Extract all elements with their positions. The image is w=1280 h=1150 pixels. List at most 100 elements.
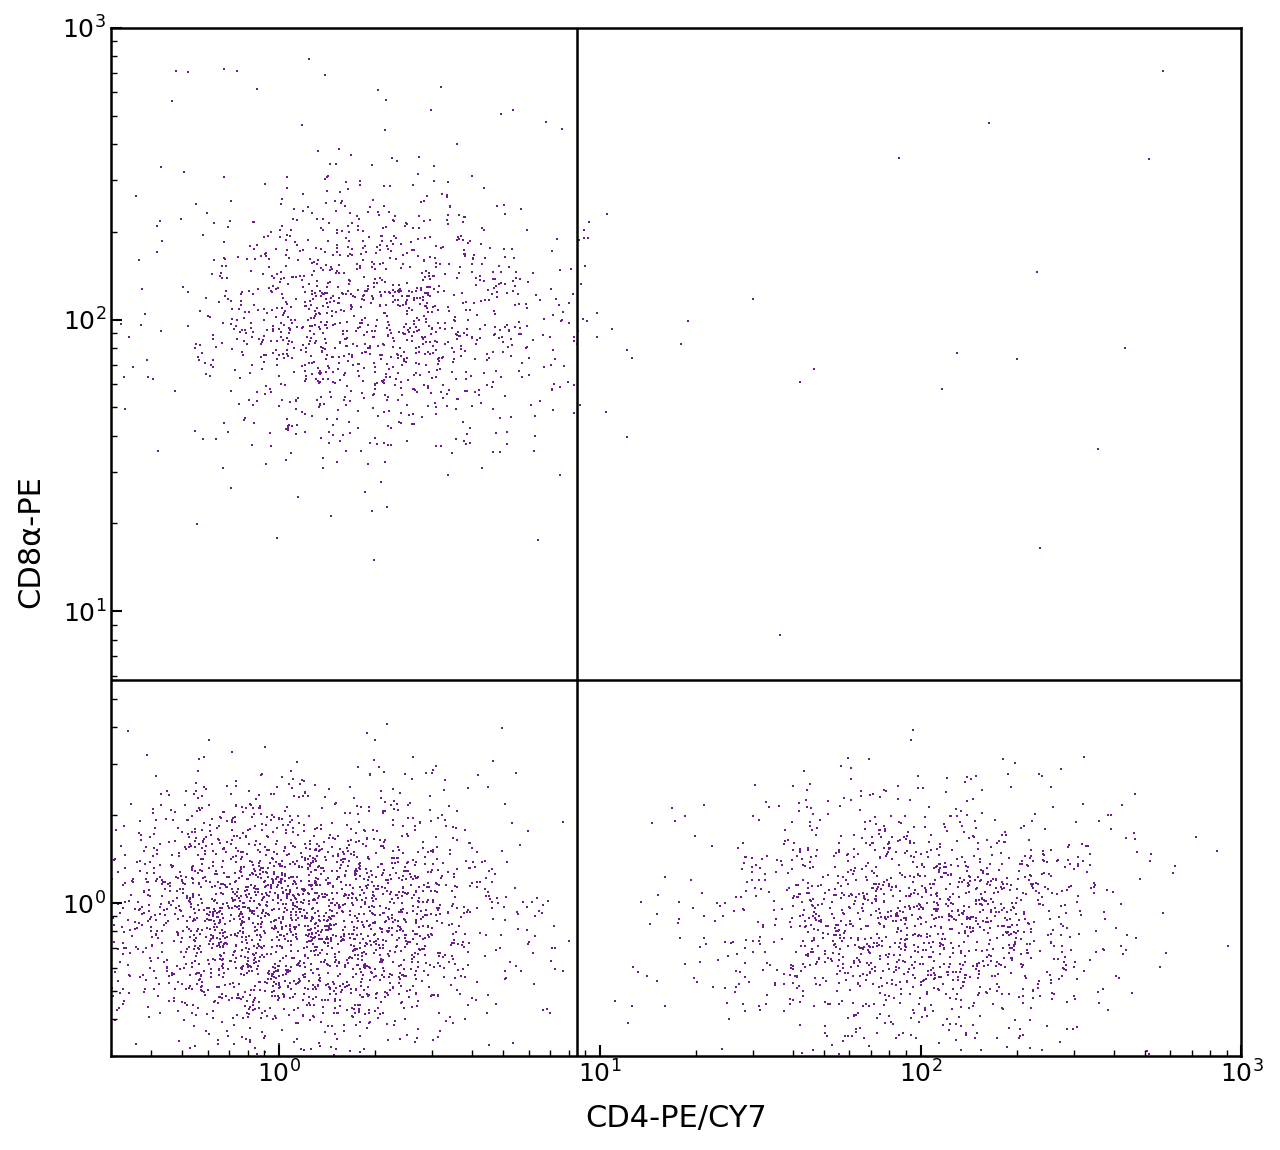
- Point: [276, 342, 297, 360]
- Point: [1041, 841, 1061, 859]
- Point: [1064, 987, 1084, 1005]
- Point: [214, 968, 234, 987]
- Point: [849, 884, 869, 903]
- Point: [232, 933, 252, 951]
- Point: [814, 944, 835, 963]
- Point: [388, 984, 408, 1003]
- Point: [786, 968, 806, 987]
- Point: [475, 316, 495, 335]
- Point: [376, 354, 397, 373]
- Point: [113, 995, 133, 1013]
- Point: [293, 966, 314, 984]
- Point: [914, 971, 934, 989]
- Point: [992, 984, 1012, 1003]
- Point: [485, 941, 506, 959]
- Point: [274, 348, 294, 367]
- Point: [972, 942, 992, 960]
- Point: [850, 1019, 870, 1037]
- Point: [274, 903, 294, 921]
- Point: [180, 892, 201, 911]
- Point: [348, 221, 369, 239]
- Point: [846, 1022, 867, 1041]
- Point: [131, 826, 151, 844]
- Point: [224, 1017, 244, 1035]
- Point: [982, 966, 1002, 984]
- Point: [275, 930, 296, 949]
- Point: [486, 288, 507, 306]
- Point: [268, 987, 288, 1005]
- Point: [273, 910, 293, 928]
- Point: [230, 860, 251, 879]
- Point: [623, 958, 644, 976]
- Point: [1033, 846, 1053, 865]
- Point: [421, 369, 442, 388]
- Point: [242, 852, 262, 871]
- Point: [806, 911, 827, 929]
- Point: [389, 868, 410, 887]
- Point: [152, 888, 173, 906]
- Point: [340, 929, 361, 948]
- Point: [253, 346, 274, 365]
- Point: [246, 886, 266, 904]
- Point: [169, 1032, 189, 1050]
- Point: [201, 356, 221, 375]
- Point: [178, 838, 198, 857]
- Point: [375, 933, 396, 951]
- Point: [1036, 820, 1056, 838]
- Point: [443, 818, 463, 836]
- Point: [229, 300, 250, 319]
- Point: [110, 904, 131, 922]
- Point: [741, 871, 762, 889]
- Point: [375, 988, 396, 1006]
- Point: [419, 873, 439, 891]
- Point: [402, 952, 422, 971]
- Point: [451, 327, 471, 345]
- Point: [984, 967, 1005, 986]
- Point: [317, 411, 338, 429]
- Point: [358, 1004, 379, 1022]
- Point: [886, 958, 906, 976]
- Point: [243, 239, 264, 258]
- Point: [447, 980, 467, 998]
- Point: [343, 886, 364, 904]
- Point: [605, 992, 626, 1011]
- Point: [365, 925, 385, 943]
- Point: [312, 930, 333, 949]
- Point: [257, 1006, 278, 1025]
- Point: [1020, 866, 1041, 884]
- Point: [269, 854, 289, 873]
- Point: [255, 384, 275, 402]
- Point: [950, 812, 970, 830]
- Point: [210, 929, 230, 948]
- Point: [940, 948, 960, 966]
- Point: [460, 232, 480, 251]
- Point: [470, 267, 490, 285]
- Point: [262, 850, 283, 868]
- Point: [448, 961, 468, 980]
- Point: [808, 876, 828, 895]
- Point: [790, 843, 810, 861]
- Point: [818, 791, 838, 810]
- Point: [403, 886, 424, 904]
- Point: [269, 346, 289, 365]
- Point: [465, 383, 485, 401]
- Point: [928, 845, 948, 864]
- Point: [417, 906, 438, 925]
- Point: [342, 968, 362, 987]
- Point: [366, 238, 387, 256]
- Point: [668, 892, 689, 911]
- Point: [283, 787, 303, 805]
- Point: [293, 902, 314, 920]
- Point: [426, 405, 447, 423]
- Point: [941, 934, 961, 952]
- Point: [168, 868, 188, 887]
- Point: [229, 394, 250, 413]
- Point: [320, 980, 340, 998]
- Point: [1004, 936, 1024, 954]
- Point: [204, 994, 224, 1012]
- Point: [128, 913, 148, 932]
- Point: [204, 907, 224, 926]
- Point: [786, 875, 806, 894]
- Point: [315, 256, 335, 275]
- Point: [147, 987, 168, 1005]
